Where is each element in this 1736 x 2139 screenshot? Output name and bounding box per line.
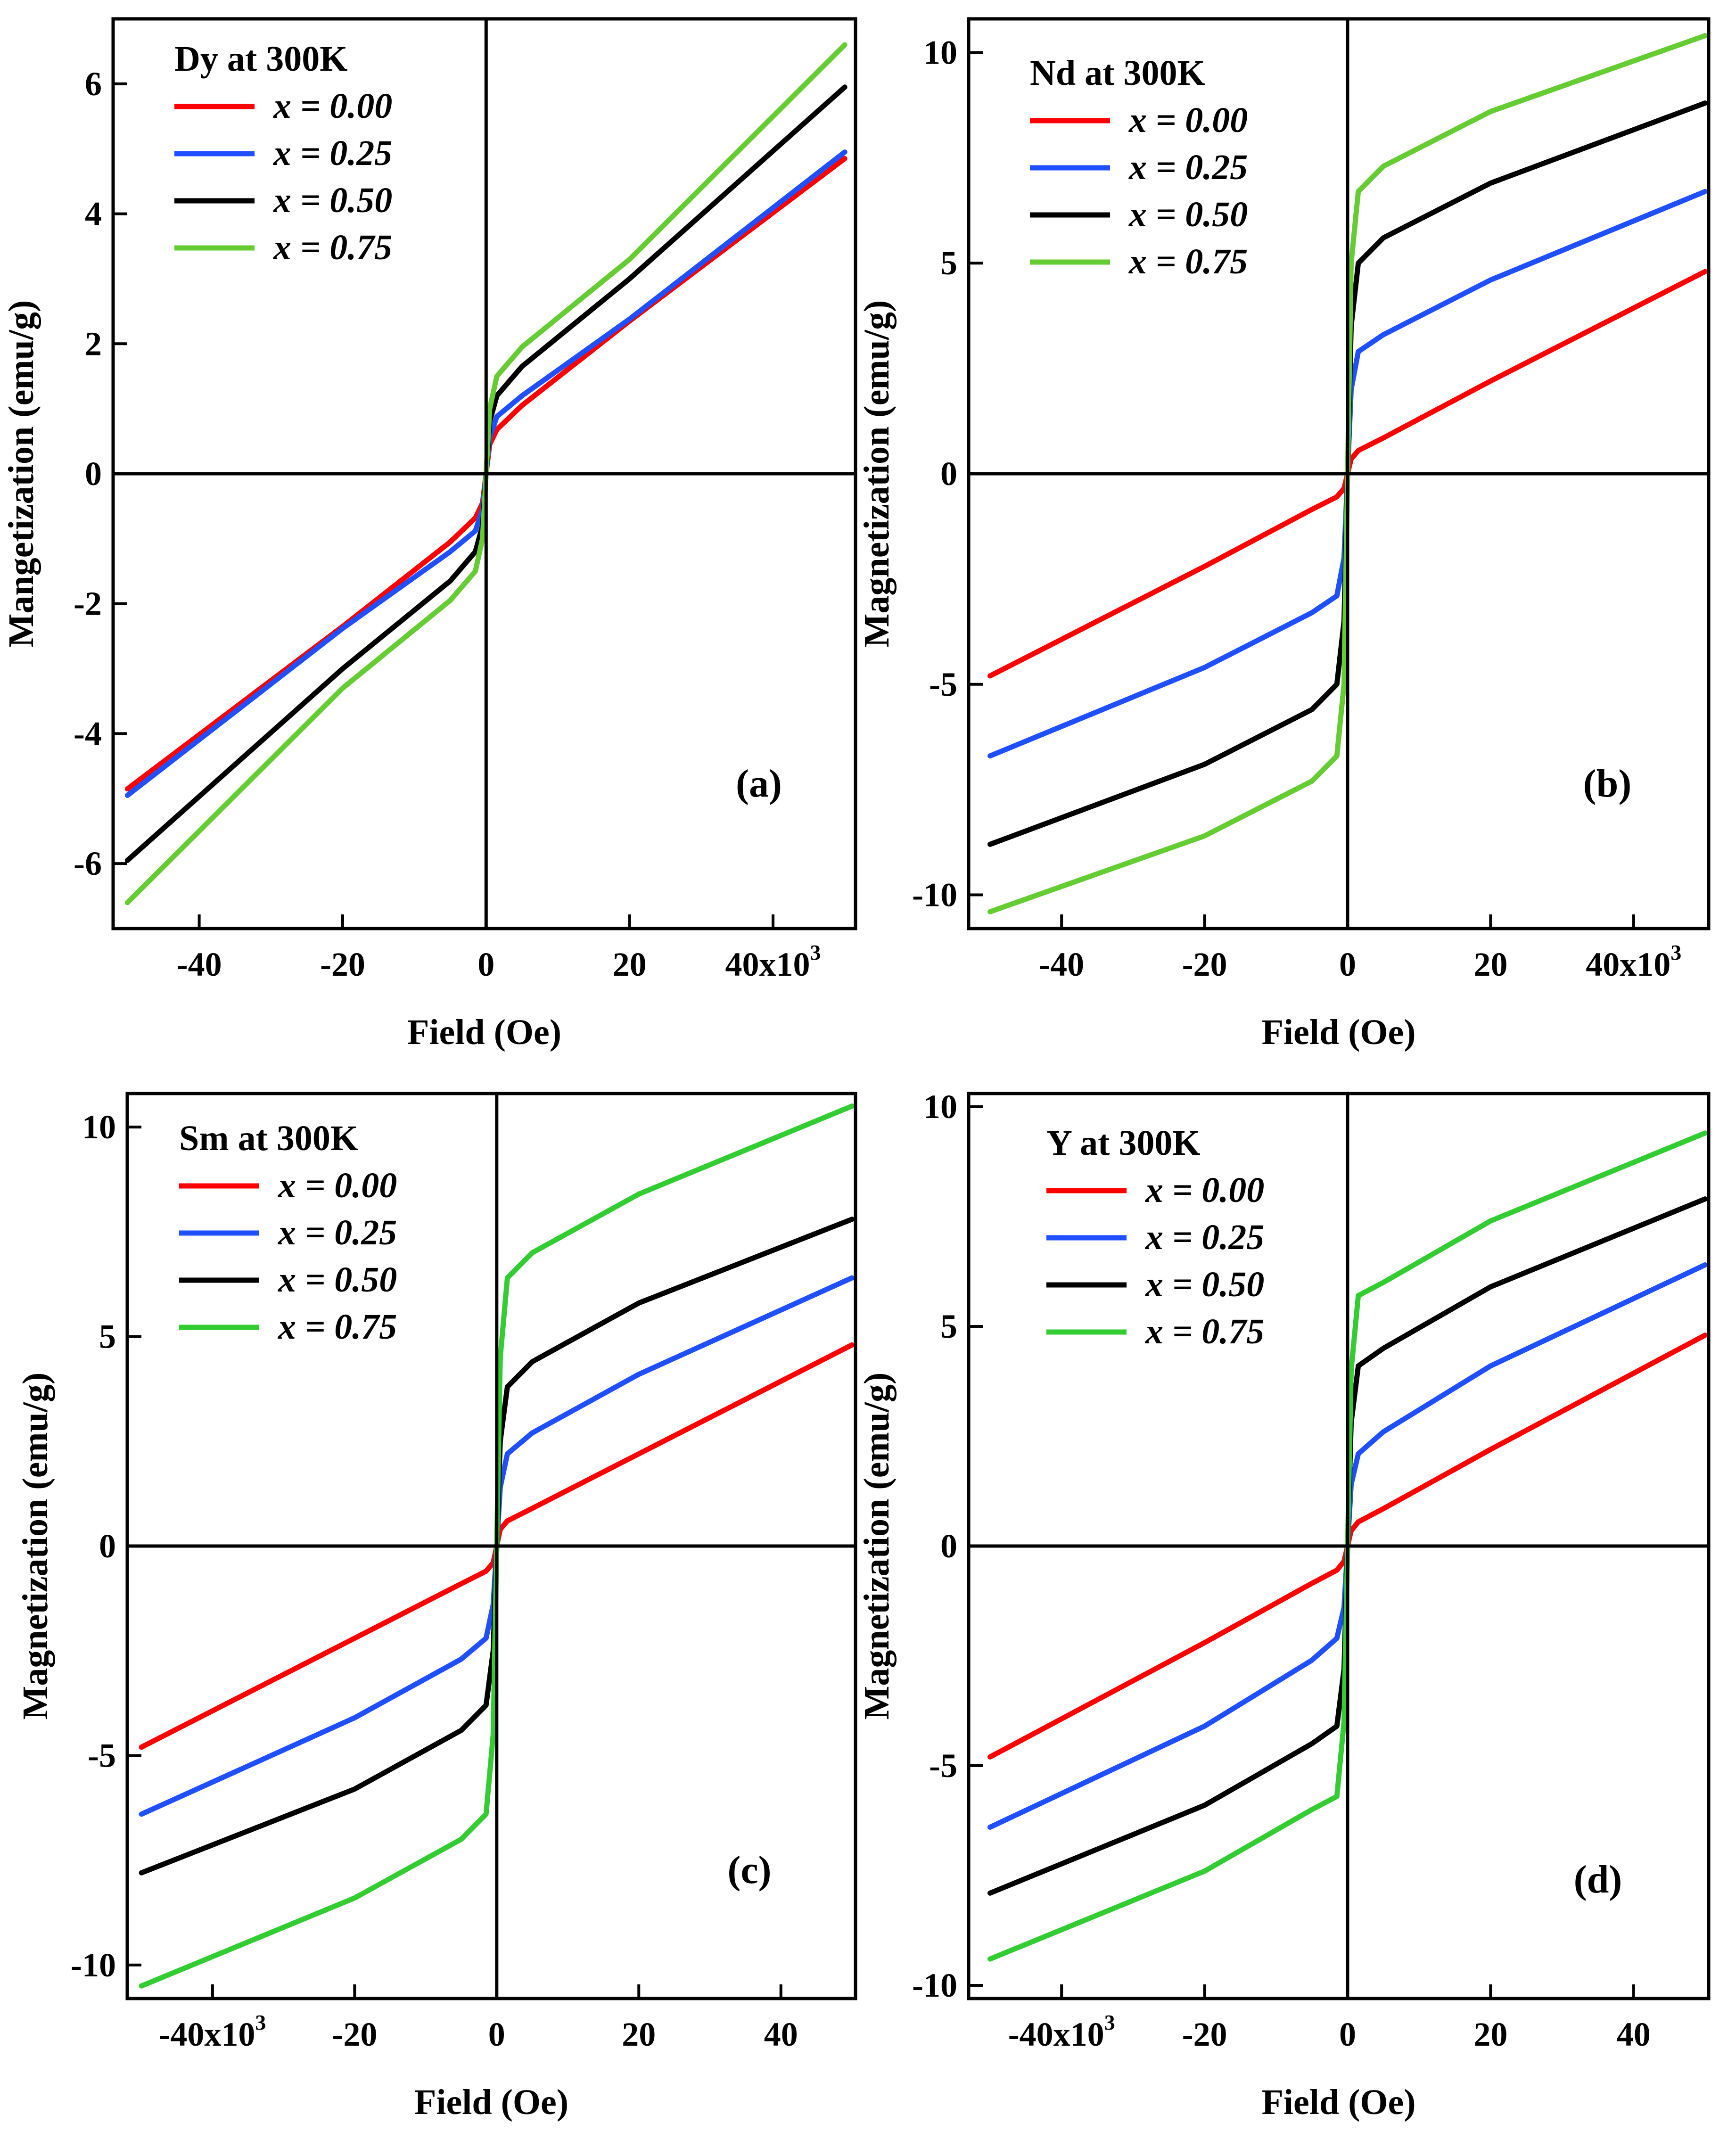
x-tick-label: 40: [764, 2016, 798, 2053]
x-tick-label: 20: [1473, 2016, 1507, 2053]
legend-entry: x = 0.50: [1128, 195, 1248, 234]
x-tick-label: 0: [1339, 2016, 1356, 2053]
y-tick-label: -5: [929, 1747, 957, 1785]
x-tick-label: 0: [477, 946, 494, 983]
panel-letter: (a): [736, 762, 782, 806]
y-tick-label: 10: [82, 1108, 116, 1146]
legend-title: Sm at 300K: [179, 1119, 358, 1158]
x-tick-label: -20: [320, 946, 365, 983]
x-tick-exponent: 3: [810, 940, 821, 964]
y-tick-label: -2: [74, 585, 102, 623]
y-tick-label: 0: [85, 455, 102, 493]
legend-entry: x = 0.00: [278, 1166, 397, 1205]
legend-entry: x = 0.75: [1145, 1312, 1264, 1351]
y-tick-label: -5: [88, 1736, 116, 1774]
y-tick-label: 5: [99, 1318, 116, 1356]
y-tick-label: 2: [85, 325, 102, 362]
x-axis-label: Field (Oe): [407, 1012, 561, 1052]
x-tick-label: -40: [1039, 946, 1084, 983]
legend-entry: x = 0.25: [1145, 1218, 1264, 1257]
y-tick-label: 0: [99, 1527, 116, 1565]
x-axis-label: Field (Oe): [1261, 2082, 1415, 2122]
x-tick-label: -40x103: [159, 2010, 266, 2053]
legend-entry: x = 0.50: [1145, 1265, 1264, 1304]
y-axis-label: Magnetization (emu/g): [16, 1373, 55, 1720]
y-axis-label: Magnetization (emu/g): [857, 1373, 897, 1720]
y-tick-label: 5: [940, 1308, 957, 1345]
legend-title: Y at 300K: [1046, 1123, 1201, 1163]
legend-entry: x = 0.50: [278, 1260, 397, 1300]
legend-entry: x = 0.50: [273, 181, 392, 220]
chart-panel: -40 -20 0 20 40x103 10 5 0 -5 -10 Field (Oe) Magnet…: [857, 17, 1711, 1052]
y-axis-label: Magnetization (emu/g): [857, 300, 897, 648]
x-axis-label: Field (Oe): [414, 2082, 568, 2122]
legend-title: Nd at 300K: [1030, 53, 1205, 93]
x-tick-label: 0: [1339, 946, 1356, 983]
x-tick-label: 40x103: [1586, 940, 1681, 983]
x-tick-label: -20: [1182, 2016, 1227, 2053]
legend-entry: x = 0.75: [278, 1307, 397, 1347]
y-tick-label: 0: [940, 1527, 957, 1565]
legend-entry: x = 0.75: [273, 228, 392, 267]
x-tick-label: -40x103: [1008, 2010, 1115, 2053]
x-tick-label: 20: [613, 946, 647, 983]
y-tick-label: -5: [929, 666, 957, 703]
x-tick-label: -20: [1182, 946, 1227, 983]
x-tick-exponent: 3: [1670, 940, 1681, 964]
panel-letter: (b): [1583, 762, 1632, 806]
x-tick-label: 20: [622, 2016, 656, 2053]
y-tick-label: -10: [71, 1946, 116, 1984]
x-tick-label: 40x103: [725, 940, 821, 983]
x-tick-label: -40: [177, 946, 222, 983]
legend-entry: x = 0.00: [1128, 100, 1248, 140]
y-tick-label: 10: [923, 1088, 957, 1126]
legend-entry: x = 0.00: [273, 86, 392, 126]
legend-entry: x = 0.25: [273, 133, 392, 173]
y-tick-label: -4: [74, 715, 102, 752]
y-tick-label: -6: [74, 845, 102, 882]
chart-panel: -40x103 -20 0 20 40 10 5 0 -5 -10 Field (Oe) Magnet…: [16, 1092, 857, 2122]
y-tick-label: 6: [85, 65, 102, 103]
y-tick-label: 4: [85, 195, 102, 233]
chart-panel: -40x103 -20 0 20 40 10 5 0 -5 -10 Field (Oe) Magnet…: [857, 1088, 1711, 2122]
x-tick-label: 20: [1473, 946, 1507, 983]
legend-entry: x = 0.25: [278, 1213, 397, 1252]
legend-entry: x = 0.75: [1128, 242, 1248, 281]
panel-letter: (c): [727, 1848, 771, 1892]
y-axis-label: Mangetization (emu/g): [1, 300, 41, 648]
x-tick-exponent: 3: [255, 2010, 266, 2034]
x-tick-exponent: 3: [1104, 2010, 1115, 2034]
panel-letter: (d): [1574, 1858, 1622, 1901]
y-tick-label: 5: [940, 244, 957, 282]
x-tick-label: 40: [1617, 2016, 1651, 2053]
y-tick-label: 10: [923, 33, 957, 71]
y-tick-label: -10: [912, 876, 957, 914]
x-tick-label: -20: [332, 2016, 377, 2053]
y-tick-label: 0: [940, 455, 957, 493]
legend-entry: x = 0.25: [1128, 148, 1248, 187]
y-tick-label: -10: [912, 1966, 957, 2004]
x-axis-label: Field (Oe): [1261, 1012, 1415, 1052]
x-tick-label: 0: [488, 2016, 505, 2053]
legend-entry: x = 0.00: [1145, 1170, 1264, 1210]
legend-title: Dy at 300K: [174, 39, 347, 79]
